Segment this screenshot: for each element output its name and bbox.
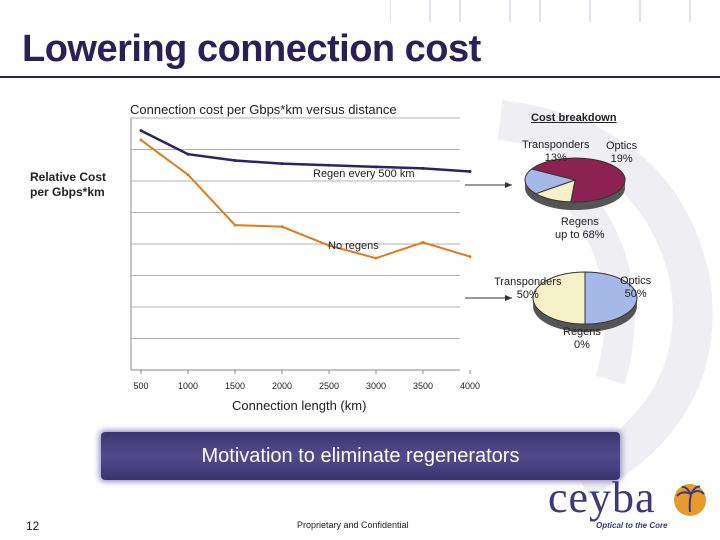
cost-breakdown-title: Cost breakdown: [531, 112, 617, 124]
pie2-label-regens: Regens 0%: [563, 326, 601, 352]
line-chart-title: Connection cost per Gbps*km versus dista…: [130, 102, 397, 117]
banner-text: Motivation to eliminate regenerators: [201, 444, 520, 467]
data-point-regen: [374, 165, 378, 169]
pie2-label-optics: Optics 50%: [620, 275, 651, 301]
data-point-no-regen: [233, 223, 237, 227]
pie-regen-case-slice-optics: [524, 168, 577, 195]
arrow-to-pie2-head: [505, 295, 512, 301]
data-point-regen: [139, 129, 143, 133]
x-tick-label: 1500: [225, 381, 245, 391]
x-tick-label: 1000: [178, 381, 198, 391]
data-point-no-regen: [186, 173, 190, 177]
pie1-transponders-text: Transponders 13%: [522, 139, 590, 164]
pie-no-regen-case: [532, 271, 638, 332]
pie-no-regen-case-slice-optics: [584, 271, 638, 325]
pie-regen-case: [524, 157, 626, 210]
logo-tagline: Optical to the Core: [596, 521, 668, 530]
data-point-no-regen: [139, 138, 143, 142]
regen-series-annotation: Regen every 500 km: [313, 168, 415, 180]
data-point-regen: [186, 152, 190, 156]
data-point-no-regen: [327, 244, 331, 248]
pie-no-regen-case-slice-transponders: [532, 271, 586, 325]
data-point-no-regen: [374, 256, 378, 260]
pie2-label-transponders: Transponders 50%: [494, 276, 561, 302]
pie1-label-regens: Regens up to 68%: [555, 216, 605, 242]
pie1-label-optics: Optics 19%: [606, 140, 637, 166]
header-decoration: [390, 0, 691, 22]
data-point-regen: [421, 166, 425, 170]
no-regen-series-annotation: No regens: [328, 240, 379, 252]
title-divider: [0, 76, 720, 78]
series-line-regen: [140, 129, 471, 173]
arrow-to-pie1-head: [505, 182, 512, 188]
x-tick-label: 2000: [272, 381, 292, 391]
ceyba-logo: ceyba Optical to the Core: [548, 473, 718, 536]
pie1-regens-text: Regens up to 68%: [555, 216, 605, 241]
data-point-regen: [233, 159, 237, 163]
x-tick-label: 3500: [413, 381, 433, 391]
palm-sun-icon: [674, 484, 706, 516]
x-tick-label: 4000: [460, 381, 480, 391]
data-point-regen: [327, 163, 331, 167]
data-point-regen: [468, 170, 472, 174]
footer-text: Proprietary and Confidential: [297, 520, 409, 530]
logo-wordmark: ceyba: [548, 473, 656, 522]
pie2-optics-text: Optics 50%: [620, 275, 652, 300]
x-tick-label: 500: [133, 381, 148, 391]
motivation-banner: Motivation to eliminate regenerators: [101, 432, 620, 480]
pie1-label-transponders: Transponders 13%: [522, 139, 589, 165]
data-point-no-regen: [280, 225, 284, 229]
pie-regen-case-slice-regens: [530, 157, 626, 203]
x-axis-label: Connection length (km): [232, 398, 367, 413]
data-point-no-regen: [421, 240, 425, 244]
y-axis-label-text: Relative Cost per Gbps*km: [30, 170, 107, 199]
series-line-no-regen: [140, 139, 471, 260]
x-tick-label: 3000: [366, 381, 386, 391]
slide-title: Lowering connection cost: [22, 28, 481, 70]
page-number: 12: [26, 519, 40, 533]
y-axis-label: Relative Cost per Gbps*km: [30, 170, 122, 200]
x-tick-label: 2500: [319, 381, 339, 391]
pie2-transponders-text: Transponders 50%: [494, 276, 562, 301]
pie2-regens-text: Regens 0%: [563, 326, 601, 351]
pie1-optics-text: Optics 19%: [606, 140, 638, 165]
data-point-regen: [280, 162, 284, 166]
data-point-no-regen: [468, 255, 472, 259]
